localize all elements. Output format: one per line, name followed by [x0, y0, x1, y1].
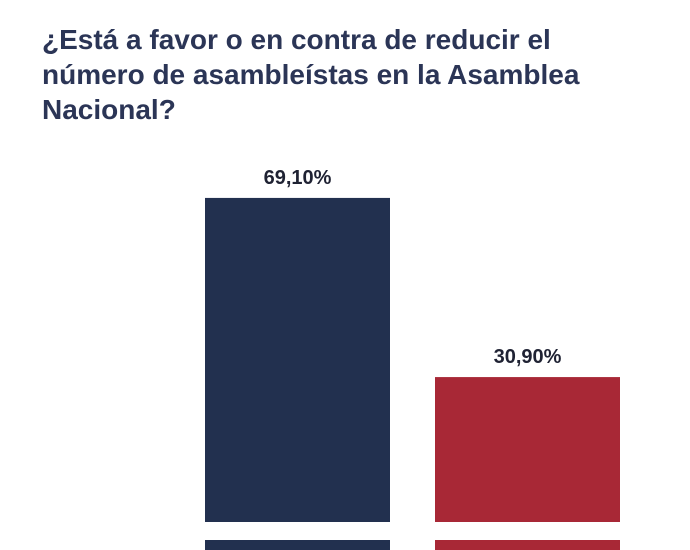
bar: [435, 377, 620, 522]
chart-title: ¿Está a favor o en contra de reducir el …: [42, 24, 580, 125]
bar: [205, 197, 390, 522]
cropped-bar: [205, 540, 390, 550]
cropped-bar: [435, 540, 620, 550]
value-label: 69,10%: [264, 167, 332, 189]
value-label: 30,90%: [494, 346, 562, 368]
